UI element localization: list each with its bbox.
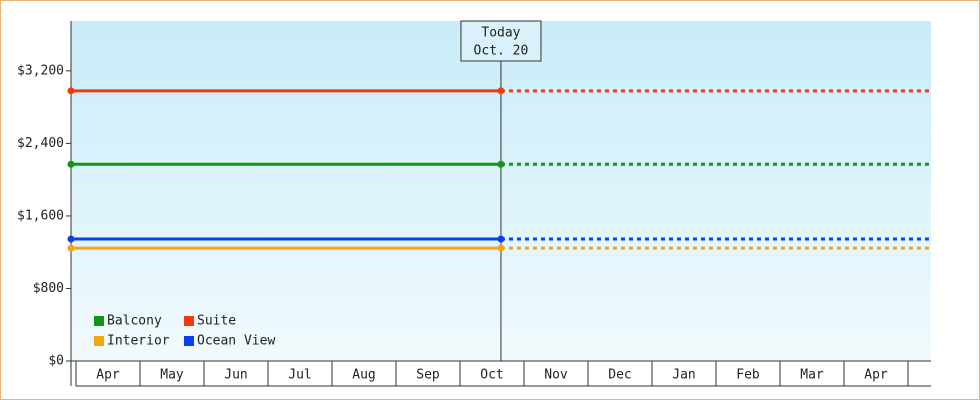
legend-label: Balcony	[107, 314, 162, 329]
x-tick-label: Apr	[96, 368, 120, 383]
legend-label: Interior	[107, 334, 170, 349]
y-tick-label: $3,200	[17, 63, 64, 78]
legend-swatch	[94, 316, 104, 326]
x-tick-label: May	[160, 368, 184, 383]
x-tick-label: Jul	[288, 368, 311, 383]
point	[67, 244, 75, 252]
point	[497, 160, 505, 168]
today-box	[460, 20, 542, 62]
legend-swatch	[94, 336, 104, 346]
point	[497, 235, 505, 243]
x-tick-label: Jan	[672, 368, 695, 383]
x-tick-label: Dec	[608, 368, 631, 383]
x-tick-label: Nov	[544, 368, 568, 383]
legend-swatch	[184, 316, 194, 326]
x-tick-label: Feb	[736, 368, 760, 383]
x-tick-label: Oct	[480, 368, 503, 383]
point	[67, 87, 75, 95]
x-tick-label: Mar	[800, 368, 824, 383]
today-label: Today	[481, 26, 520, 41]
today-label: Oct. 20	[474, 44, 529, 59]
y-tick-label: $1,600	[17, 208, 64, 223]
y-tick-label: $2,400	[17, 136, 64, 151]
point	[497, 87, 505, 95]
x-tick-label: Jun	[224, 368, 247, 383]
legend-label: Ocean View	[197, 334, 275, 349]
y-tick-label: $800	[33, 281, 64, 296]
point	[67, 160, 75, 168]
point	[497, 244, 505, 252]
x-tick-label: Apr	[864, 368, 888, 383]
y-tick-label: $0	[48, 354, 64, 369]
legend-swatch	[184, 336, 194, 346]
x-tick-label: Sep	[416, 368, 440, 383]
legend-label: Suite	[197, 314, 236, 329]
x-tick-label: Aug	[352, 368, 375, 383]
point	[67, 235, 75, 243]
